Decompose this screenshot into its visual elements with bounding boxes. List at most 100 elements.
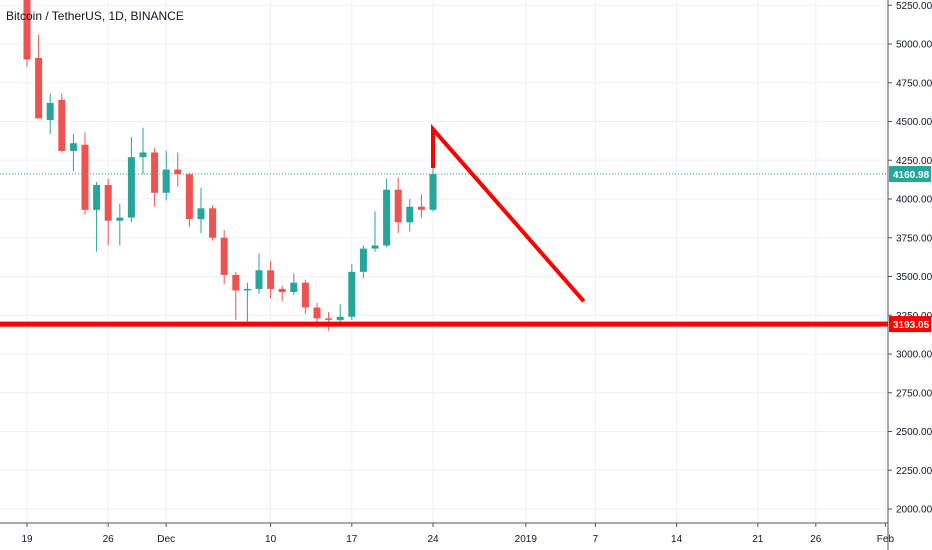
projection-drawing[interactable] <box>431 123 586 303</box>
drawings-layer[interactable] <box>0 123 888 327</box>
y-tick-label: 3000.00 <box>896 350 932 361</box>
candle-body <box>209 208 217 238</box>
y-tick-label: 4000.00 <box>896 195 932 206</box>
candle-body <box>46 102 54 120</box>
candle-body <box>139 152 147 158</box>
candle-up <box>429 168 437 212</box>
candle-up <box>359 245 367 279</box>
y-tick-label: 2000.00 <box>896 505 932 516</box>
candle-body <box>197 208 205 220</box>
chart-title: Bitcoin / TetherUS, 1D, BINANCE <box>6 9 184 23</box>
candle-down <box>174 152 182 187</box>
candle-up <box>336 304 344 325</box>
candle-down <box>220 230 228 285</box>
candle-body <box>116 217 124 221</box>
candle-body <box>429 174 437 210</box>
candle-body <box>232 274 240 291</box>
x-tick-label: 19 <box>21 534 33 545</box>
candle-body <box>81 144 89 210</box>
last-price-label: 4160.98 <box>889 166 931 183</box>
y-tick-label: 4500.00 <box>896 117 932 128</box>
x-tick-label: 26 <box>103 534 115 545</box>
candle-body <box>174 169 182 175</box>
price-labels-layer: 4160.98 3193.05 <box>889 166 931 333</box>
candle-up <box>371 211 379 252</box>
candle-down <box>278 285 286 302</box>
price-label-bg <box>889 316 931 333</box>
x-tick-label: 21 <box>752 534 764 545</box>
candle-down <box>81 132 89 215</box>
price-label-bg <box>889 166 931 183</box>
candle-body <box>220 237 228 275</box>
candle-up <box>46 93 54 134</box>
candle-body <box>151 152 159 193</box>
x-tick-label: 24 <box>427 534 439 545</box>
y-tick-label: 5250.00 <box>896 1 932 12</box>
candle-body <box>127 157 135 218</box>
candle-up <box>197 188 205 234</box>
candle-down <box>209 205 217 241</box>
price-label-text: 4160.98 <box>893 170 930 181</box>
candle-up <box>290 273 298 296</box>
y-tick-label: 3750.00 <box>896 233 932 244</box>
candle-down <box>58 93 66 153</box>
candle-body <box>243 288 251 291</box>
candle-body <box>313 307 321 319</box>
price-label-text: 3193.05 <box>893 320 930 331</box>
candle-body <box>267 270 275 289</box>
candle-body <box>58 99 66 151</box>
y-tick-label: 2500.00 <box>896 427 932 438</box>
candle-down <box>23 0 31 68</box>
candle-body <box>255 270 263 289</box>
candle-body <box>278 288 286 292</box>
candle-down <box>151 147 159 207</box>
candle-body <box>383 189 391 246</box>
candle-up <box>116 203 124 246</box>
grid-layer <box>0 0 887 523</box>
support-price-label: 3193.05 <box>889 316 931 333</box>
candle-up <box>348 264 356 320</box>
x-tick-label: Dec <box>157 534 175 545</box>
candle-down <box>35 34 43 119</box>
candle-body <box>185 174 193 220</box>
candle-up <box>243 282 251 322</box>
candles-layer <box>23 0 437 331</box>
candle-body <box>69 143 77 151</box>
candle-up <box>383 178 391 248</box>
candle-down <box>104 178 112 246</box>
candle-body <box>162 169 170 193</box>
candle-up <box>255 253 263 294</box>
candle-body <box>93 185 101 210</box>
candle-body <box>394 189 402 223</box>
candle-up <box>69 133 77 172</box>
candle-down <box>232 271 240 320</box>
candle-body <box>325 318 333 320</box>
x-tick-label: 7 <box>593 534 599 545</box>
x-tick-label: 17 <box>346 534 358 545</box>
x-tick-label: 10 <box>265 534 277 545</box>
y-tick-label: 3500.00 <box>896 272 932 283</box>
candle-body <box>301 282 309 308</box>
candle-down <box>185 172 193 227</box>
candle-body <box>359 248 367 272</box>
x-tick-label: 26 <box>810 534 822 545</box>
candle-up <box>139 127 147 175</box>
candle-body <box>348 271 356 317</box>
candle-body <box>336 316 344 320</box>
candle-down <box>325 312 333 331</box>
candle-down <box>394 177 402 234</box>
x-tick-label: 14 <box>671 534 683 545</box>
candle-down <box>417 194 425 218</box>
candle-body <box>23 0 31 60</box>
candle-body <box>371 245 379 249</box>
y-tick-label: 5000.00 <box>896 40 932 51</box>
candle-body <box>104 185 112 221</box>
candle-body <box>35 57 43 119</box>
y-tick-label: 4750.00 <box>896 78 932 89</box>
candle-down <box>267 261 275 299</box>
candle-body <box>290 282 298 292</box>
y-tick-label: 2250.00 <box>896 466 932 477</box>
x-tick-label: Feb <box>877 534 895 545</box>
